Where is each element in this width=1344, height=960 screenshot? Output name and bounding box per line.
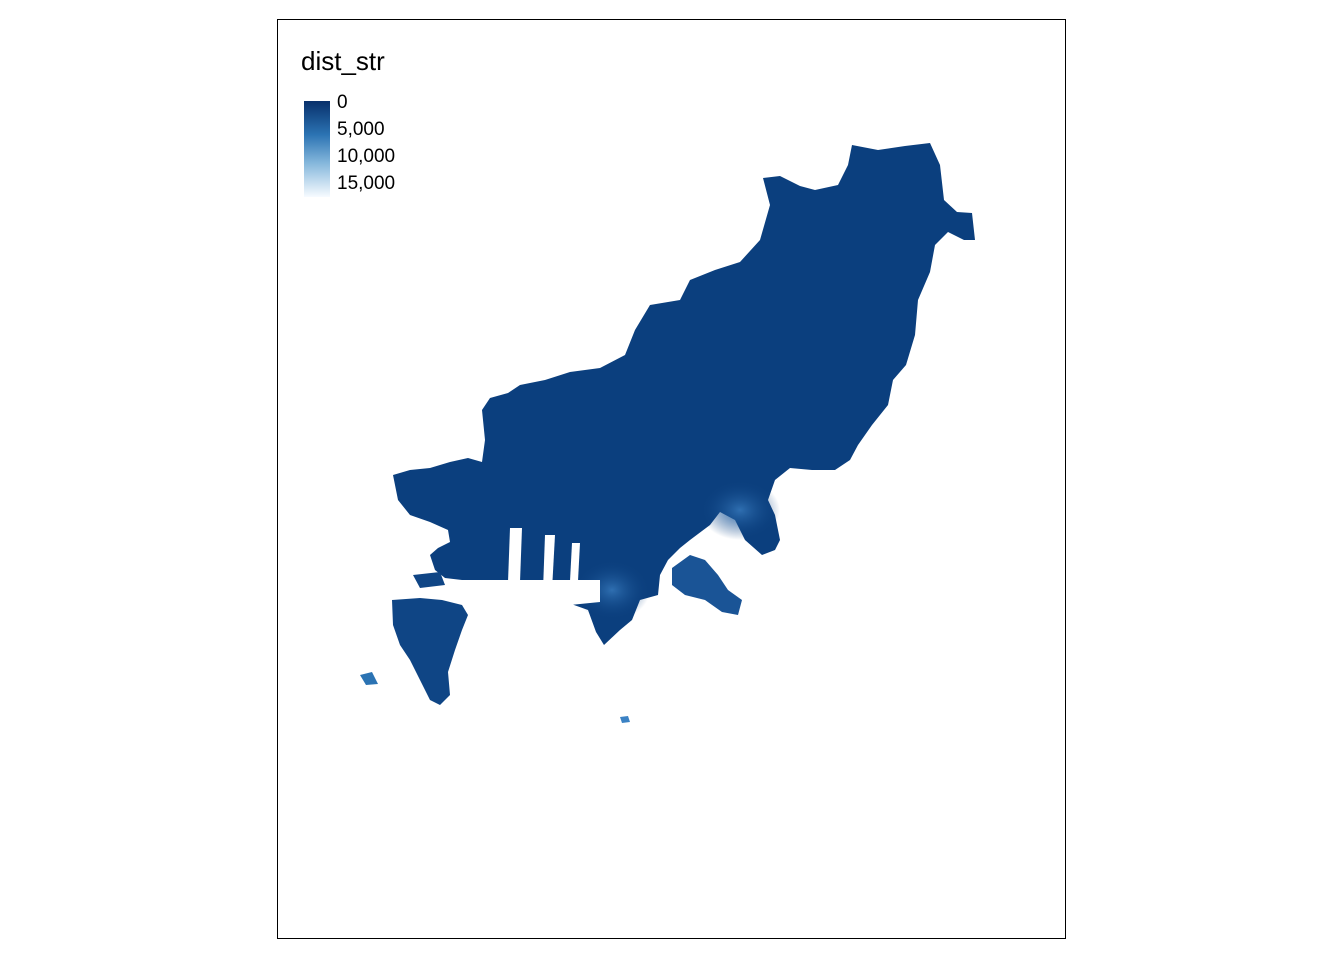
- legend-label-2: 10,000: [337, 146, 396, 167]
- legend-label-1: 5,000: [337, 119, 385, 140]
- region-light-port: [574, 560, 650, 620]
- legend-title: dist_str: [301, 46, 385, 76]
- region-islet-south: [360, 672, 378, 685]
- legend-color-bar: [304, 101, 330, 197]
- legend-label-0: 0: [337, 92, 348, 113]
- harbour-gaps: [448, 528, 600, 610]
- region-islet-west: [413, 572, 445, 588]
- region-island-east: [672, 555, 742, 615]
- region-main: [393, 143, 975, 645]
- legend-label-3: 15,000: [337, 173, 396, 194]
- region-islet-tiny: [620, 716, 630, 723]
- region-light-east: [700, 480, 780, 540]
- region-west-peninsula: [392, 598, 468, 705]
